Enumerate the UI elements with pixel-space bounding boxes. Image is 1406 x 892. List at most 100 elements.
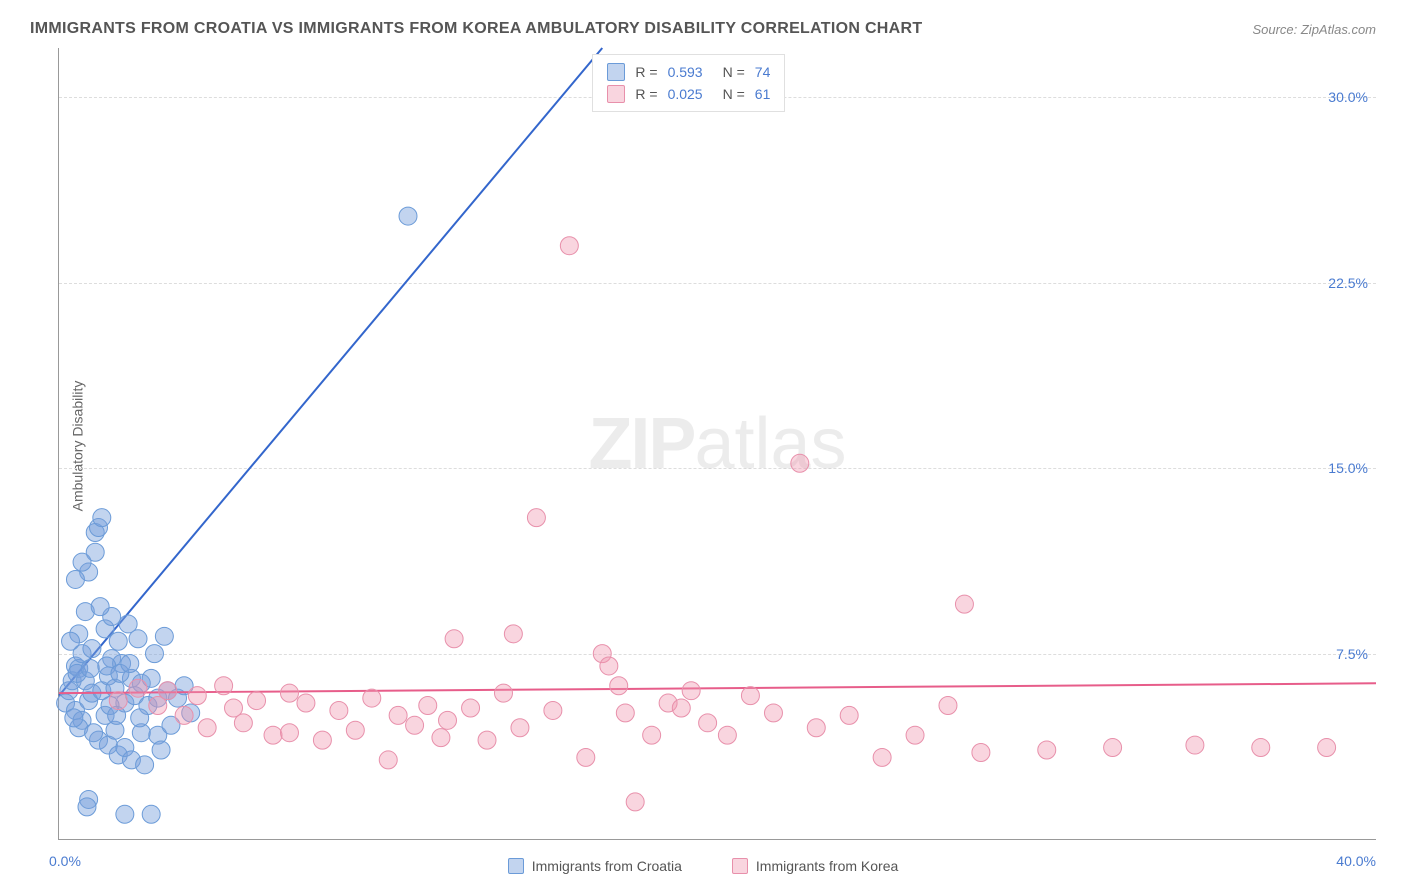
data-point	[432, 729, 450, 747]
stat-n-value: 74	[755, 64, 771, 80]
data-point	[939, 697, 957, 715]
data-point	[116, 805, 134, 823]
data-point	[175, 706, 193, 724]
data-point	[718, 726, 736, 744]
data-point	[313, 731, 331, 749]
trend-line	[59, 48, 602, 696]
data-point	[65, 709, 83, 727]
data-point	[198, 719, 216, 737]
data-point	[85, 724, 103, 742]
stat-row: R = 0.593 N = 74	[607, 61, 770, 83]
data-point	[1318, 739, 1336, 757]
data-point	[363, 689, 381, 707]
data-point	[83, 640, 101, 658]
data-point	[955, 595, 973, 613]
data-point	[643, 726, 661, 744]
data-point	[682, 682, 700, 700]
data-point	[389, 706, 407, 724]
data-point	[91, 598, 109, 616]
data-point	[1038, 741, 1056, 759]
data-point	[972, 743, 990, 761]
legend-label-croatia: Immigrants from Croatia	[532, 858, 682, 874]
data-point	[1186, 736, 1204, 754]
data-point	[544, 701, 562, 719]
data-point	[626, 793, 644, 811]
data-point	[109, 632, 127, 650]
data-point	[330, 701, 348, 719]
data-point	[741, 687, 759, 705]
data-point	[280, 684, 298, 702]
legend: Immigrants from Croatia Immigrants from …	[0, 858, 1406, 874]
data-point	[152, 741, 170, 759]
data-point	[248, 692, 266, 710]
stat-n-label: N =	[723, 64, 745, 80]
data-point	[873, 748, 891, 766]
stat-r-label: R =	[635, 86, 657, 102]
data-point	[297, 694, 315, 712]
data-point	[121, 655, 139, 673]
data-point	[280, 724, 298, 742]
data-point	[73, 553, 91, 571]
data-point	[66, 570, 84, 588]
source-label: Source: ZipAtlas.com	[1252, 22, 1376, 37]
data-point	[264, 726, 282, 744]
data-point	[840, 706, 858, 724]
legend-label-korea: Immigrants from Korea	[756, 858, 898, 874]
stat-n-value: 61	[755, 86, 771, 102]
stat-swatch	[607, 63, 625, 81]
stat-n-label: N =	[723, 86, 745, 102]
data-point	[672, 699, 690, 717]
data-point	[462, 699, 480, 717]
legend-item-korea: Immigrants from Korea	[732, 858, 898, 874]
data-point	[136, 756, 154, 774]
data-point	[1252, 739, 1270, 757]
data-point	[699, 714, 717, 732]
legend-swatch-croatia	[508, 858, 524, 874]
data-point	[145, 645, 163, 663]
data-point	[1104, 739, 1122, 757]
stat-row: R = 0.025 N = 61	[607, 83, 770, 105]
data-point	[159, 682, 177, 700]
data-point	[511, 719, 529, 737]
data-point	[406, 716, 424, 734]
data-point	[379, 751, 397, 769]
data-point	[81, 659, 99, 677]
data-point	[791, 454, 809, 472]
data-point	[610, 677, 628, 695]
data-point	[215, 677, 233, 695]
stat-r-value: 0.025	[668, 86, 703, 102]
legend-item-croatia: Immigrants from Croatia	[508, 858, 682, 874]
data-point	[494, 684, 512, 702]
data-point	[439, 711, 457, 729]
data-point	[577, 748, 595, 766]
data-point	[616, 704, 634, 722]
data-point	[62, 632, 80, 650]
data-point	[234, 714, 252, 732]
data-point	[419, 697, 437, 715]
data-point	[560, 237, 578, 255]
data-point	[109, 692, 127, 710]
data-point	[906, 726, 924, 744]
legend-swatch-korea	[732, 858, 748, 874]
stat-r-label: R =	[635, 64, 657, 80]
data-point	[78, 798, 96, 816]
data-point	[807, 719, 825, 737]
data-point	[764, 704, 782, 722]
data-point	[478, 731, 496, 749]
data-point	[188, 687, 206, 705]
data-point	[445, 630, 463, 648]
data-point	[142, 805, 160, 823]
data-point	[346, 721, 364, 739]
data-point	[504, 625, 522, 643]
data-point	[93, 509, 111, 527]
scatter-plot	[59, 48, 1376, 839]
data-point	[399, 207, 417, 225]
data-point	[527, 509, 545, 527]
data-point	[155, 627, 173, 645]
chart-title: IMMIGRANTS FROM CROATIA VS IMMIGRANTS FR…	[30, 20, 1376, 38]
stat-r-value: 0.593	[668, 64, 703, 80]
data-point	[131, 709, 149, 727]
stat-swatch	[607, 85, 625, 103]
data-point	[129, 679, 147, 697]
data-point	[600, 657, 618, 675]
